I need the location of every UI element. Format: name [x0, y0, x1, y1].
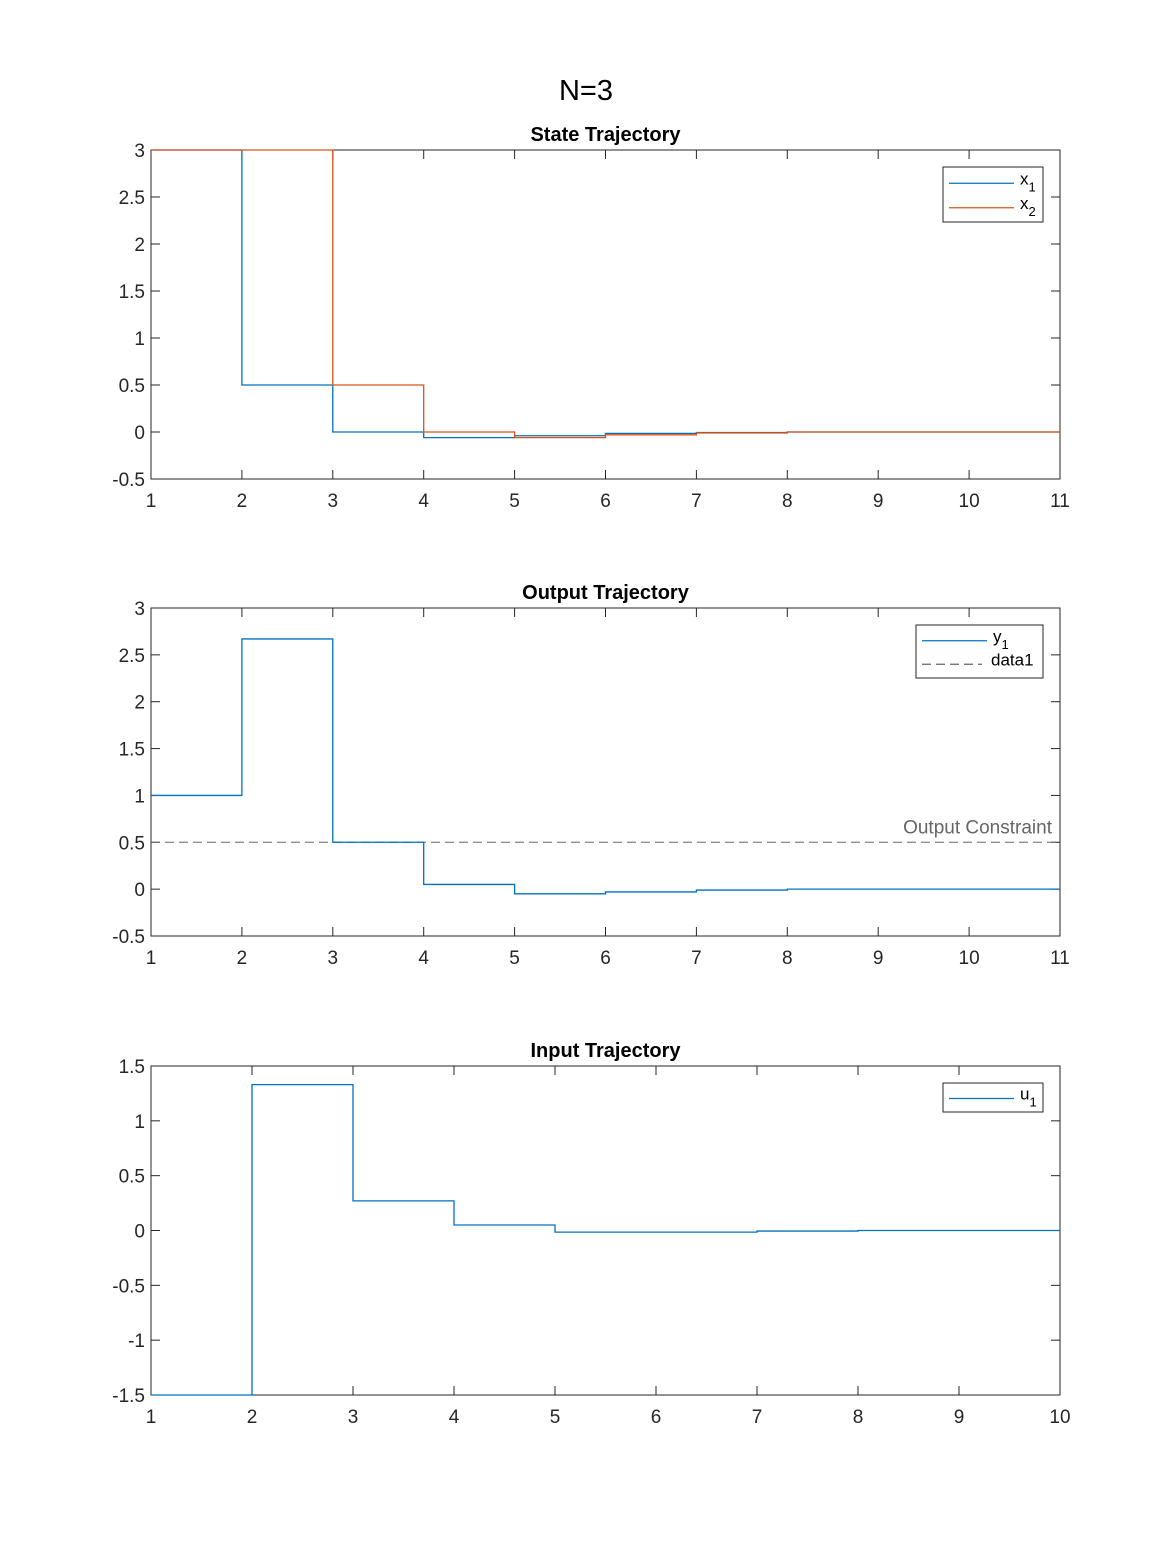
series-line-u1: [151, 1083, 1060, 1396]
x-tick-label: 6: [651, 1407, 662, 1428]
y-tick-label: 1.5: [119, 740, 145, 761]
legend-box: [915, 624, 1044, 679]
y-tick-label: 1.5: [119, 1057, 145, 1078]
x-tick-label: 7: [691, 491, 702, 512]
y-tick-label: 3: [134, 141, 145, 162]
legend-label: y1: [993, 627, 1009, 652]
x-tick-label: 3: [328, 948, 339, 969]
x-tick-label: 1: [146, 491, 157, 512]
x-tick-label: 5: [509, 491, 520, 512]
legend-label-base: y: [993, 627, 1002, 646]
x-tick-label: 8: [853, 1407, 864, 1428]
x-tick-label: 2: [237, 948, 248, 969]
subplot-3: 1 2 3 4 5 6 7 8 9 10 -1.5 -1 -0.5 0 0.5 1 1.5 Input Traje…: [112, 1040, 1070, 1428]
y-tick-label: 0: [134, 423, 145, 444]
x-tick-label: 5: [509, 948, 520, 969]
legend: u1: [942, 1082, 1044, 1113]
subplot-title: State Trajectory: [530, 124, 681, 146]
axes-box: [150, 149, 1061, 480]
x-tick-label: 4: [418, 948, 429, 969]
series-line-x2: [151, 149, 1060, 439]
y-tick-label: 2: [134, 235, 145, 256]
subplot-title: Output Trajectory: [522, 582, 690, 604]
x-tick-label: 10: [959, 948, 980, 969]
axes-box: [150, 607, 1061, 937]
x-tick-label: 11: [1050, 491, 1070, 512]
x-tick-label: 10: [1049, 1407, 1070, 1428]
constraint-label: Output Constraint: [903, 817, 1053, 838]
y-tick-label: 0.5: [119, 376, 145, 397]
x-tick-label: 1: [146, 948, 157, 969]
legend-label-base: x: [1020, 169, 1029, 188]
legend-label-base: data1: [991, 650, 1034, 669]
y-tick-label: -1.5: [112, 1386, 145, 1407]
legend-label: x2: [1020, 194, 1036, 219]
y-tick-label: 3: [134, 599, 145, 620]
legend-label-base: u: [1020, 1085, 1029, 1104]
x-tick-label: 6: [600, 491, 611, 512]
y-tick-label: 0.5: [119, 833, 145, 854]
y-tick-label: -1: [128, 1331, 145, 1352]
y-tick-label: -0.5: [112, 927, 145, 948]
y-tick-label: 0: [134, 1222, 145, 1243]
y-tick-label: 2: [134, 693, 145, 714]
x-tick-label: 2: [247, 1407, 258, 1428]
subplot-1: 1 2 3 4 5 6 7 8 9 10 11 -0.5 0 0.5 1 1.5 2 2.5 3 State Traj…: [112, 124, 1070, 512]
legend-box: [942, 166, 1044, 223]
x-tick-label: 8: [782, 491, 793, 512]
x-tick-label: 9: [873, 948, 884, 969]
x-tick-label: 8: [782, 948, 793, 969]
y-tick-label: 0.5: [119, 1167, 145, 1188]
x-tick-label: 10: [959, 491, 980, 512]
y-tick-label: -0.5: [112, 1276, 145, 1297]
legend-label: u1: [1020, 1085, 1037, 1110]
x-tick-label: 6: [600, 948, 611, 969]
y-tick-label: 1.5: [119, 282, 145, 303]
x-tick-label: 4: [418, 491, 429, 512]
legend-box: [942, 1082, 1044, 1113]
legend-label: data1: [991, 650, 1034, 669]
x-tick-label: 9: [873, 491, 884, 512]
figure-title: N=3: [559, 75, 613, 107]
legend-label-subscript: 1: [1002, 637, 1009, 652]
legend-label: x1: [1020, 169, 1036, 194]
subplot-2: 1 2 3 4 5 6 7 8 9 10 11 -0.5 0 0.5 1 1.5 2 2.5 3 Output Tra…: [112, 582, 1070, 969]
y-tick-label: 1: [134, 1112, 145, 1133]
x-tick-label: 5: [550, 1407, 561, 1428]
subplot-title: Input Trajectory: [530, 1040, 681, 1062]
x-tick-label: 11: [1050, 948, 1070, 969]
y-tick-label: -0.5: [112, 470, 145, 491]
legend-label-subscript: 2: [1029, 204, 1036, 219]
y-tick-label: 1: [134, 329, 145, 350]
legend-label-subscript: 1: [1029, 179, 1036, 194]
x-tick-label: 3: [348, 1407, 359, 1428]
series-line-y1: [151, 638, 1060, 895]
x-tick-label: 3: [328, 491, 339, 512]
y-tick-label: 0: [134, 880, 145, 901]
x-tick-label: 4: [449, 1407, 460, 1428]
x-tick-label: 1: [146, 1407, 157, 1428]
x-tick-label: 7: [752, 1407, 763, 1428]
y-tick-label: 2.5: [119, 188, 145, 209]
legend-label-base: x: [1020, 194, 1029, 213]
x-tick-label: 7: [691, 948, 702, 969]
legend-label-subscript: 1: [1029, 1095, 1036, 1110]
y-tick-label: 2.5: [119, 646, 145, 667]
y-tick-label: 1: [134, 786, 145, 807]
x-tick-label: 2: [237, 491, 248, 512]
x-tick-label: 9: [954, 1407, 965, 1428]
